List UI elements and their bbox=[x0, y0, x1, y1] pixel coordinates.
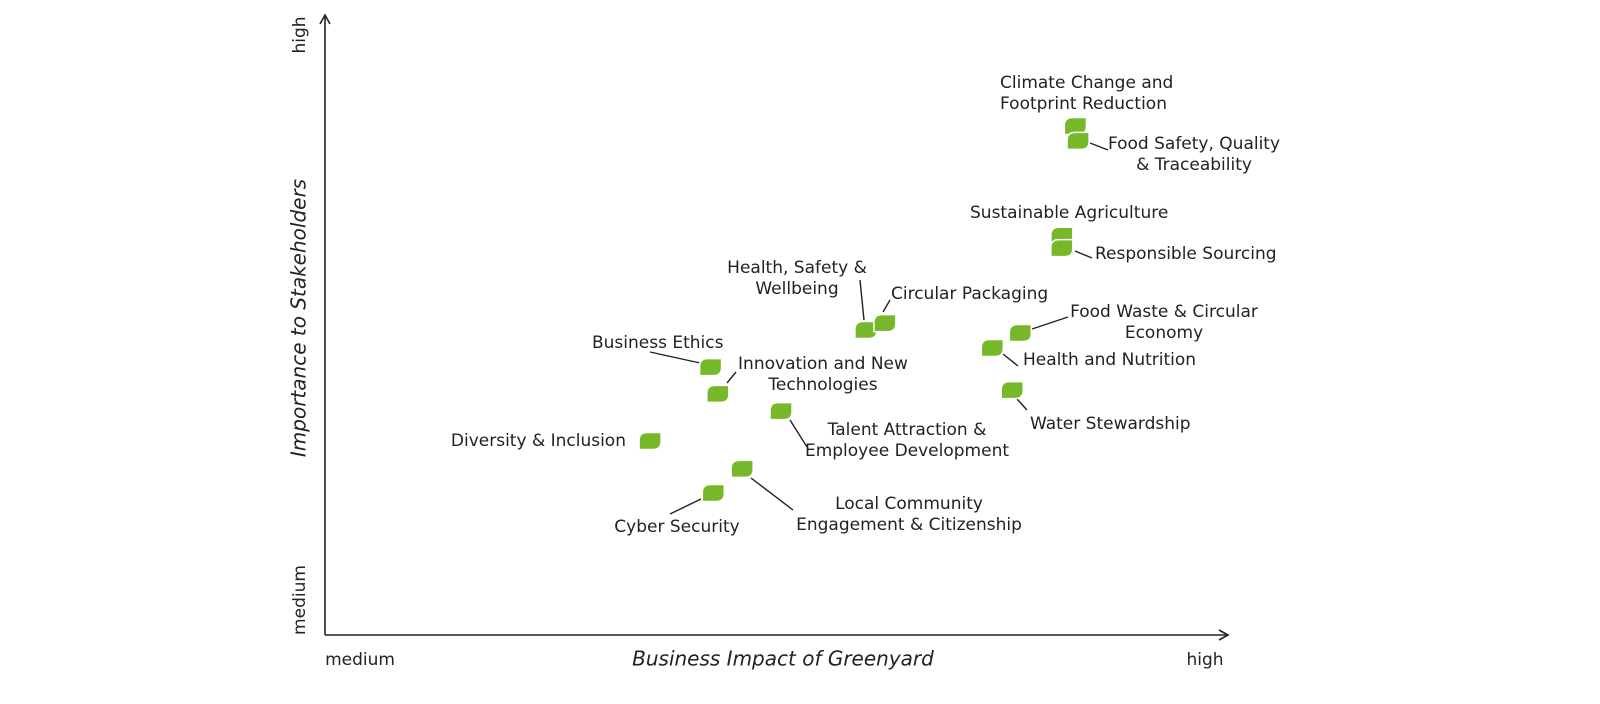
y-tick-label: medium bbox=[290, 565, 310, 635]
point bbox=[769, 401, 793, 421]
leader-line bbox=[649, 351, 701, 364]
point-label: Food Waste & Circular bbox=[1070, 302, 1258, 322]
point-label: Health, Safety & bbox=[727, 258, 867, 278]
point-label: Talent Attraction & bbox=[827, 420, 987, 440]
x-tick-label: medium bbox=[325, 650, 395, 670]
x-tick-label: high bbox=[1186, 650, 1223, 670]
point-label: Cyber Security bbox=[614, 517, 739, 537]
point-label: Employee Development bbox=[805, 441, 1009, 461]
point-label: Local Community bbox=[835, 494, 983, 514]
point-label: Food Safety, Quality bbox=[1108, 134, 1280, 154]
point bbox=[1050, 238, 1074, 258]
point bbox=[1008, 323, 1033, 343]
point bbox=[873, 313, 897, 333]
point bbox=[638, 431, 662, 451]
point bbox=[980, 338, 1005, 358]
point-label: Sustainable Agriculture bbox=[970, 203, 1168, 223]
point bbox=[730, 459, 754, 479]
point-label: & Traceability bbox=[1136, 155, 1252, 175]
leader-line bbox=[789, 419, 808, 448]
leader-line bbox=[1089, 142, 1109, 151]
point-label: Diversity & Inclusion bbox=[451, 431, 626, 451]
point bbox=[698, 357, 723, 377]
leader-line bbox=[1016, 398, 1028, 411]
leader-line bbox=[882, 299, 891, 313]
point-label: Innovation and New bbox=[738, 354, 908, 374]
leader-line bbox=[859, 279, 865, 321]
y-axis-title: Importance to Stakeholders bbox=[287, 179, 311, 457]
point-label: Footprint Reduction bbox=[1000, 94, 1167, 114]
leader-line bbox=[750, 477, 794, 511]
point-label: Health and Nutrition bbox=[1023, 350, 1196, 370]
point-label: Business Ethics bbox=[592, 333, 724, 353]
x-axis-title: Business Impact of Greenyard bbox=[632, 647, 934, 671]
point-label: Engagement & Citizenship bbox=[796, 515, 1022, 535]
point bbox=[706, 384, 730, 404]
leader-line bbox=[1074, 250, 1093, 259]
point bbox=[1000, 380, 1024, 400]
leader-line bbox=[669, 498, 702, 515]
point-label: Circular Packaging bbox=[891, 284, 1048, 304]
point-label: Climate Change and bbox=[1000, 73, 1173, 93]
leader-line bbox=[1031, 316, 1069, 330]
point-label: Wellbeing bbox=[755, 279, 838, 299]
point bbox=[701, 483, 726, 503]
leader-line bbox=[1002, 353, 1019, 367]
leader-line bbox=[726, 371, 737, 384]
point-label: Technologies bbox=[767, 375, 877, 395]
point-label: Responsible Sourcing bbox=[1095, 244, 1277, 264]
point-label: Economy bbox=[1125, 323, 1203, 343]
point-label: Water Stewardship bbox=[1030, 414, 1191, 434]
point bbox=[1066, 131, 1090, 151]
y-tick-label: high bbox=[290, 16, 310, 53]
